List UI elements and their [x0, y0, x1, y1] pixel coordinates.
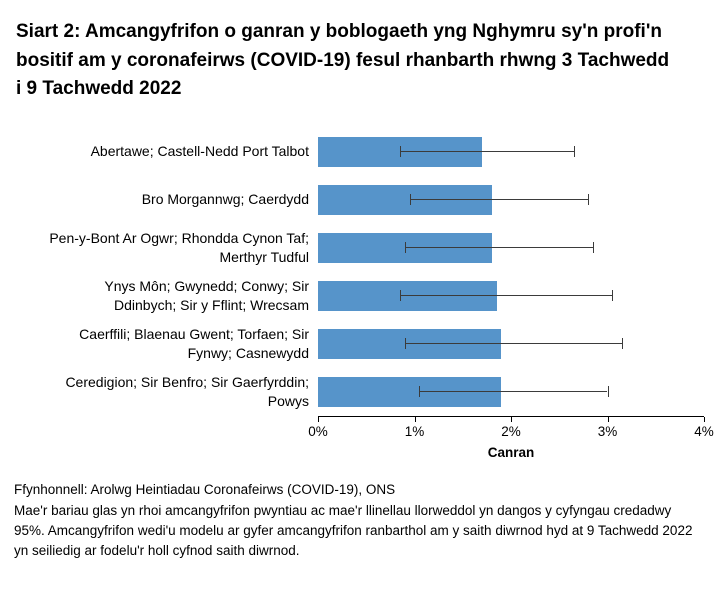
category-label: Ceredigion; Sir Benfro; Sir Gaerfyrddin;…	[65, 374, 309, 409]
bar-chart: Abertawe; Castell-Nedd Port Talbot Bro Mo…	[14, 128, 714, 460]
bar-track	[318, 272, 704, 320]
bar-track	[318, 128, 704, 176]
error-bar-cap-right	[607, 386, 609, 397]
x-axis: 0% 1% 2% 3% 4%	[14, 415, 714, 443]
error-bar-cap-left	[404, 338, 406, 349]
x-axis-label-row: Canran	[14, 445, 704, 460]
category-label: Ynys Môn; Gwynedd; Conwy; Sir Ddinbych; …	[104, 278, 309, 313]
error-bar-cap-right	[593, 242, 595, 253]
bar-track	[318, 176, 704, 224]
chart-row: Pen-y-Bont Ar Ogwr; Rhondda Cynon Taf; M…	[14, 224, 704, 272]
bar-track	[318, 320, 704, 368]
x-axis-label-spacer	[14, 445, 318, 460]
error-bar-line	[419, 391, 608, 392]
error-bar-cap-left	[419, 386, 421, 397]
chart-row: Ceredigion; Sir Benfro; Sir Gaerfyrddin;…	[14, 368, 704, 416]
error-bar-line	[400, 151, 574, 152]
axis-tick	[414, 416, 416, 422]
axis-tick-label: 1%	[404, 423, 425, 439]
error-bar-line	[409, 199, 589, 200]
error-bar-line	[404, 247, 594, 248]
error-bar-cap-right	[612, 290, 614, 301]
x-axis-label: Canran	[487, 444, 535, 460]
bar-track	[318, 224, 704, 272]
category-label: Abertawe; Castell-Nedd Port Talbot	[90, 143, 309, 160]
axis-tick-label: 4%	[694, 423, 714, 439]
error-bar-cap-left	[404, 242, 406, 253]
source-note: Ffynhonnell: Arolwg Heintiadau Coronafei…	[14, 481, 396, 497]
error-bar-cap-left	[409, 194, 411, 205]
error-bar-cap-left	[400, 146, 402, 157]
method-note: Mae'r bariau glas yn rhoi amcangyfrifon …	[14, 502, 693, 559]
bar-track	[318, 368, 704, 416]
error-bar-cap-right	[573, 146, 575, 157]
category-label: Pen-y-Bont Ar Ogwr; Rhondda Cynon Taf; M…	[49, 230, 309, 265]
chart-row: Ynys Môn; Gwynedd; Conwy; Sir Ddinbych; …	[14, 272, 704, 320]
error-bar-cap-left	[400, 290, 402, 301]
footnotes: Ffynhonnell: Arolwg Heintiadau Coronafei…	[14, 480, 704, 562]
error-bar-line	[404, 343, 622, 344]
category-label: Bro Morgannwg; Caerdydd	[141, 191, 309, 208]
x-axis-track: 0% 1% 2% 3% 4%	[308, 415, 714, 443]
axis-tick-label: 0%	[308, 423, 328, 439]
error-bar-line	[400, 295, 613, 296]
error-bar-cap-right	[588, 194, 590, 205]
axis-tick-label: 2%	[501, 423, 521, 439]
chart-rows: Abertawe; Castell-Nedd Port Talbot Bro Mo…	[14, 128, 704, 416]
axis-tick-label: 3%	[597, 423, 618, 439]
axis-tick	[704, 416, 705, 422]
axis-tick	[511, 416, 512, 422]
chart-title: Siart 2: Amcangyfrifon o ganran y boblog…	[16, 21, 670, 99]
error-bar-cap-right	[621, 338, 623, 349]
axis-tick	[607, 416, 609, 422]
axis-tick	[318, 416, 319, 422]
x-axis-spacer	[14, 416, 318, 443]
chart-row: Bro Morgannwg; Caerdydd	[14, 176, 704, 224]
chart-row: Caerffili; Blaenau Gwent; Torfaen; Sir F…	[14, 320, 704, 368]
category-label: Caerffili; Blaenau Gwent; Torfaen; Sir F…	[79, 326, 309, 361]
chart-row: Abertawe; Castell-Nedd Port Talbot	[14, 128, 704, 176]
